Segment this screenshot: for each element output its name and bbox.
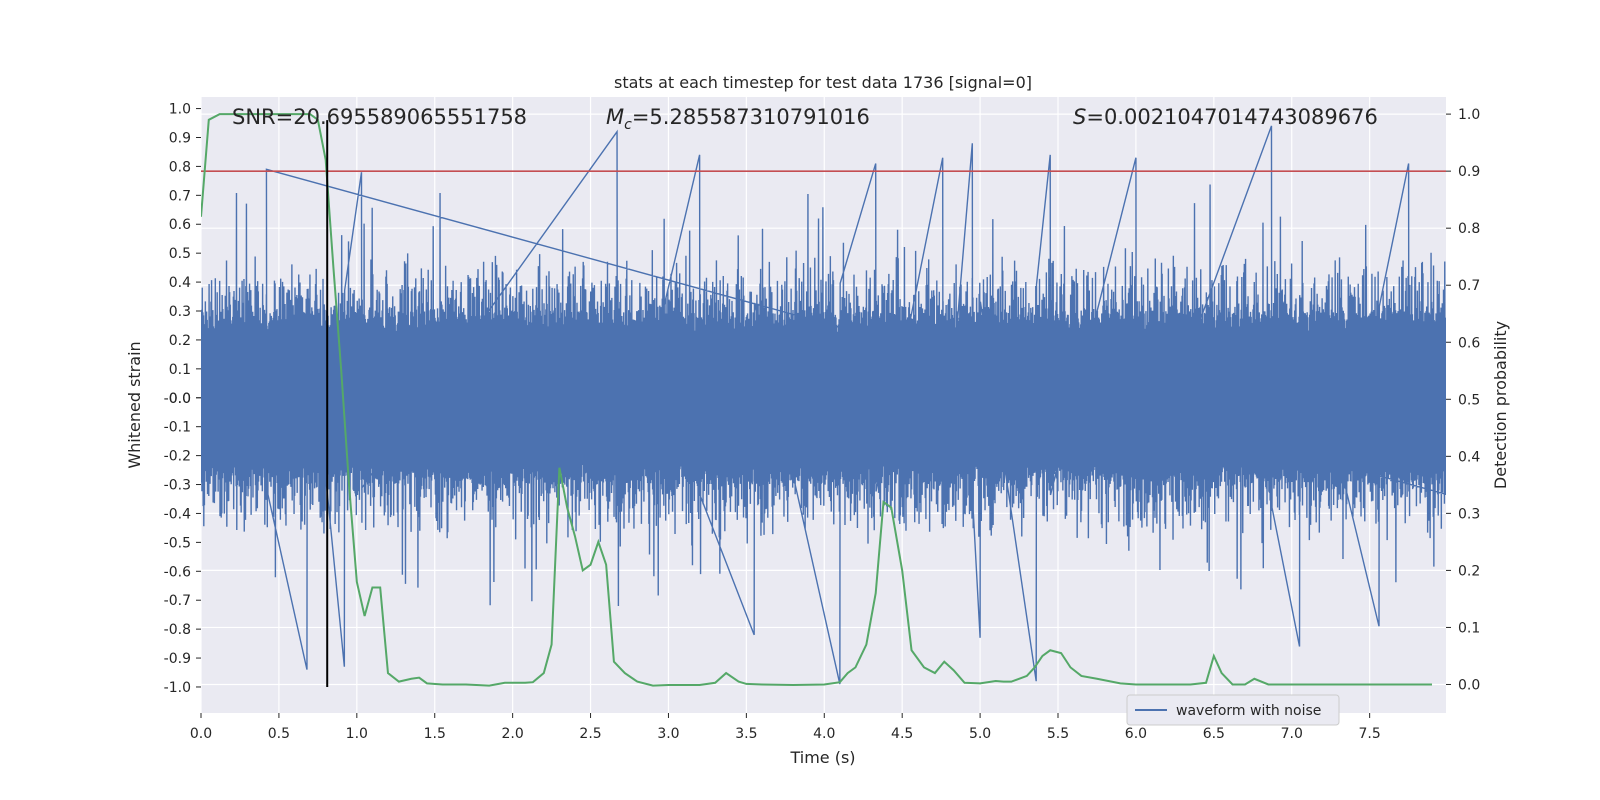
y-right-tick-label: 0.8 (1458, 221, 1480, 237)
x-tick-label: 7.5 (1359, 726, 1381, 742)
x-tick-label: 2.0 (502, 726, 524, 742)
y-right-tick-label: 0.4 (1458, 449, 1480, 465)
y-left-tick-label: 0.0 (169, 391, 191, 407)
y-left-tick-label: 0.9 (169, 130, 191, 146)
y-left-tick-label: -0.1 (164, 420, 191, 436)
x-tick-label: 1.0 (346, 726, 368, 742)
x-tick-label: 3.5 (735, 726, 757, 742)
y-right-tick-label: 0.6 (1458, 335, 1480, 351)
statistic-value: =0.0021047014743089676 (1086, 105, 1378, 129)
x-tick-label: 3.0 (657, 726, 679, 742)
y-left-tick-label: 0.7 (169, 188, 191, 204)
y-left-tick-label: -0.0 (164, 391, 191, 407)
y-right-tick-label: 0.2 (1458, 563, 1480, 579)
chart-title: stats at each timestep for test data 173… (614, 73, 1032, 92)
y-left-tick-label: -0.3 (164, 478, 191, 494)
x-tick-label: 4.0 (813, 726, 835, 742)
y-left-tick-label: 0.2 (169, 333, 191, 349)
y-right-tick-label: 0.9 (1458, 164, 1480, 180)
x-axis-title: Time (s) (789, 748, 855, 767)
probability-series-group (201, 113, 1446, 687)
y-left-tick-label: -0.8 (164, 622, 191, 638)
chirp-mass-value: =5.285587310791016 (632, 105, 870, 129)
y-axis-right-title: Detection probability (1491, 321, 1510, 489)
y-axis-left-title: Whitened strain (125, 341, 144, 468)
axes: 0.0 0.5 1.0 1.5 2.0 2.5 3.0 3.5 4.0 4.5 5.0 5.5 6.0 6… (164, 102, 1481, 742)
snr-annotation: SNR=20.695589065551758 (232, 105, 527, 129)
waveform-series (201, 125, 1446, 685)
y-left-tick-label: -0.9 (164, 651, 191, 667)
y-left-tick-label: 0.8 (169, 159, 191, 175)
y-right-tick-label: 0.7 (1458, 278, 1480, 294)
y-left-tick-label: 0.5 (169, 246, 191, 262)
annotations: SNR=20.695589065551758 Mc=5.285587310791… (232, 105, 1378, 133)
y-left-tick-label: -0.7 (164, 593, 191, 609)
y-left-tick-label: 0.3 (169, 304, 191, 320)
waveform-dense-band (201, 348, 1446, 459)
x-tick-label: 4.5 (891, 726, 913, 742)
statistic-annotation: S=0.0021047014743089676 (1073, 105, 1378, 129)
y-left-tick-label: -0.6 (164, 564, 191, 580)
legend: waveform with noise (1126, 694, 1340, 726)
chirp-mass-annotation: Mc=5.285587310791016 (606, 105, 870, 133)
y-left-tick-label: -0.4 (164, 506, 191, 522)
statistic-symbol: S (1073, 105, 1086, 129)
y-right-tick-label: 1.0 (1458, 107, 1480, 123)
x-tick-label: 0.5 (268, 726, 290, 742)
y-left-tick-label: 0.6 (169, 217, 191, 233)
chirp-mass-subscript: c (624, 117, 632, 133)
x-tick-label: 7.0 (1281, 726, 1303, 742)
chirp-mass-symbol: M (606, 105, 624, 129)
x-tick-label: 0.0 (190, 726, 212, 742)
y-right-tick-label: 0.1 (1458, 620, 1480, 636)
y-left-tick-label: -0.2 (164, 449, 191, 465)
y-left-tick-label: -1.0 (164, 680, 191, 696)
legend-label-waveform: waveform with noise (1176, 703, 1321, 719)
legend-box (1126, 694, 1340, 726)
y-right-tick-label: 0.3 (1458, 506, 1480, 522)
x-tick-label: 6.5 (1203, 726, 1225, 742)
x-tick-label: 2.5 (579, 726, 601, 742)
y-left-tick-label: 0.1 (169, 362, 191, 378)
y-left-tick-label: 0.4 (169, 275, 191, 291)
y-right-tick-label: 0.5 (1458, 392, 1480, 408)
y-right-tick-label: 0.0 (1458, 677, 1480, 693)
x-tick-label: 1.5 (424, 726, 446, 742)
y-left-tick-label: 1.0 (169, 102, 191, 118)
x-tick-label: 5.0 (969, 726, 991, 742)
x-tick-label: 5.5 (1047, 726, 1069, 742)
x-tick-label: 6.0 (1125, 726, 1147, 742)
y-left-tick-label: -0.5 (164, 535, 191, 551)
detection-probability-line (201, 113, 1432, 687)
